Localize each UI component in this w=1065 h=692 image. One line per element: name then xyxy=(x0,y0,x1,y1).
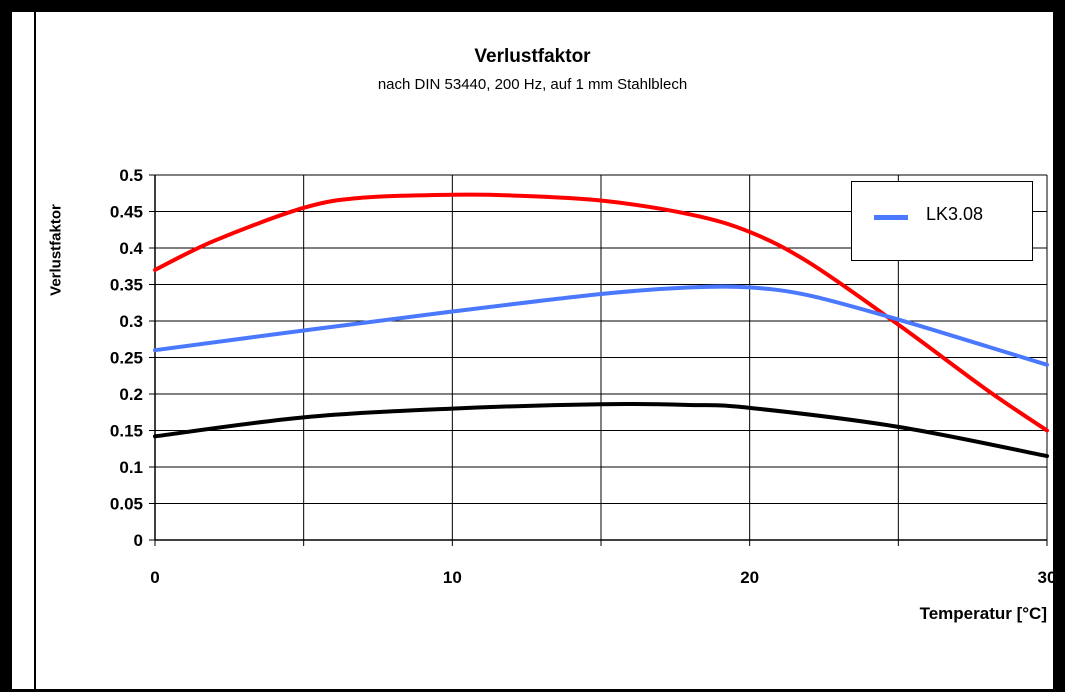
y-tick-label: 0.35 xyxy=(110,276,143,295)
legend-swatch xyxy=(874,215,908,220)
series-line-black xyxy=(153,401,1049,459)
chart-subtitle: nach DIN 53440, 200 Hz, auf 1 mm Stahlbl… xyxy=(377,76,688,93)
x-tick-label: 10 xyxy=(443,568,462,587)
chart-title: Verlustfaktor xyxy=(474,46,591,67)
y-tick-label: 0 xyxy=(134,531,143,550)
x-tick-label: 0 xyxy=(150,568,159,587)
y-tick-label: 0.25 xyxy=(110,349,143,368)
x-tick-label: 30 xyxy=(1038,568,1057,587)
y-tick-label: 0.3 xyxy=(119,312,143,331)
frame-bottom xyxy=(12,689,1053,692)
y-tick-label: 0.45 xyxy=(110,203,143,222)
x-tick-label: 20 xyxy=(740,568,759,587)
series-line-lk308 xyxy=(153,284,1049,367)
y-tick-label: 0.5 xyxy=(119,166,143,185)
y-tick-label: 0.15 xyxy=(110,422,143,441)
x-axis-label: Temperatur [°C] xyxy=(919,604,1047,623)
legend-label: LK3.08 xyxy=(926,204,984,224)
frame-divider xyxy=(34,12,36,692)
legend: LK3.08 xyxy=(851,181,1033,261)
series-line-red xyxy=(153,192,1049,433)
y-tick-label: 0.05 xyxy=(110,495,143,514)
y-tick-label: 0.2 xyxy=(119,385,143,404)
y-axis-label: Verlustfaktor xyxy=(47,204,65,296)
y-tick-label: 0.1 xyxy=(119,458,143,477)
y-tick-label: 0.4 xyxy=(119,239,143,258)
